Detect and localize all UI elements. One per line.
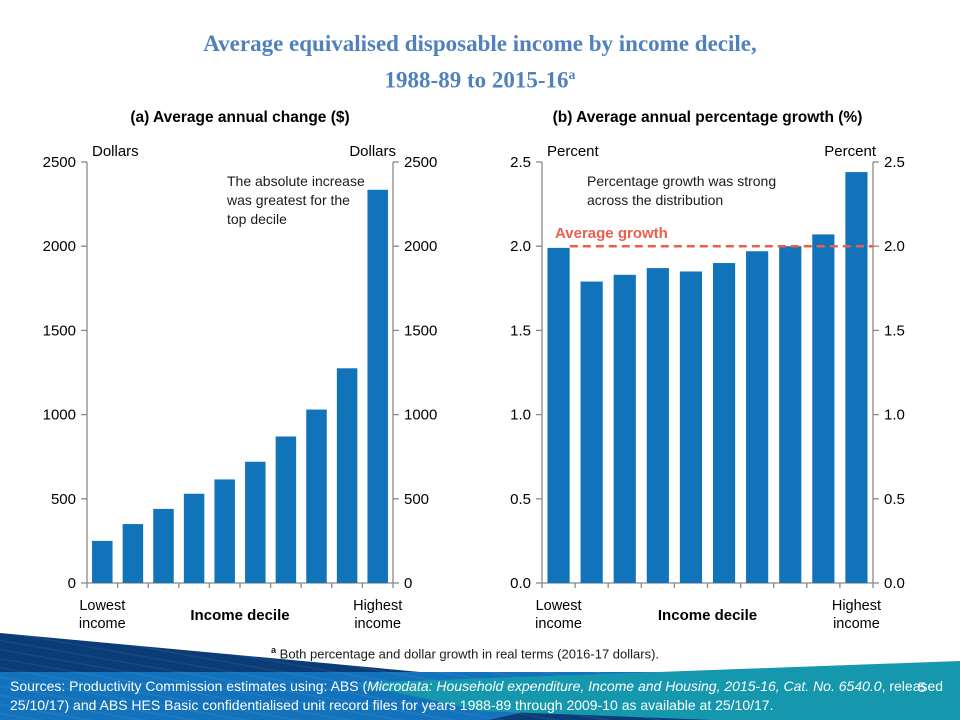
page-title-line-2-text: 1988-89 to 2015-16: [384, 67, 569, 93]
y-tick-label-right: 1.5: [884, 322, 905, 339]
y-tick-label-left: 2000: [43, 238, 76, 255]
bar-decile-4: [646, 268, 669, 583]
x-label-lowest-income: Lowest: [79, 598, 125, 614]
chart-annotation: was greatest for the: [226, 192, 350, 208]
page-number: 5: [918, 679, 926, 695]
sources-suffix: , released 25/10/17) and ABS HES Basic c…: [10, 678, 944, 713]
y-tick-label-right: 0.0: [884, 575, 905, 592]
y-tick-label-left: 1000: [43, 407, 76, 424]
y-tick-label-left: 2.5: [510, 154, 531, 171]
x-label-highest-income: income: [833, 616, 880, 632]
y-tick-label-left: 2500: [43, 154, 76, 171]
bar-decile-8: [306, 409, 327, 583]
x-label-highest-income: Highest: [832, 598, 881, 614]
y-tick-label-left: 1.0: [510, 407, 531, 424]
chart-average-percentage-growth: (b) Average annual percentage growth (%)…: [510, 109, 905, 632]
y-tick-label-right: 0: [404, 575, 412, 592]
chart-annotation: across the distribution: [587, 192, 723, 208]
bar-decile-2: [122, 524, 144, 583]
chart-annotation: top decile: [227, 211, 287, 227]
y-tick-label-left: 2.0: [510, 238, 531, 255]
bar-decile-5: [214, 479, 235, 583]
bar-decile-9: [812, 234, 835, 584]
bar-decile-6: [245, 461, 266, 583]
chart-average-annual-change: (a) Average annual change ($)Dollars Doll…: [43, 109, 438, 632]
y-tick-label-right: 1.0: [884, 407, 905, 424]
y-tick-label-right: 2000: [404, 238, 437, 255]
footnote-text: Both percentage and dollar growth in rea…: [279, 646, 660, 662]
footnote: a Both percentage and dollar growth in r…: [0, 645, 930, 661]
y-tick-label-right: 2.0: [884, 238, 905, 255]
bar-decile-6: [712, 263, 736, 583]
y-tick-label-right: 1500: [404, 322, 437, 339]
x-label-income-decile: Income decile: [658, 607, 757, 624]
bar-decile-1: [547, 247, 570, 583]
unit-label-right: Dollars: [349, 143, 396, 160]
footer-decoration: [0, 633, 960, 720]
x-label-lowest-income: income: [79, 616, 126, 632]
bar-decile-8: [779, 246, 802, 583]
bar-decile-10: [367, 189, 388, 583]
title-footnote-marker: a: [568, 67, 576, 82]
x-label-highest-income: income: [354, 616, 401, 632]
y-tick-label-left: 1500: [43, 322, 76, 339]
sources-italic: Microdata: Household expenditure, Income…: [367, 678, 882, 694]
page-title-line-1: Average equivalised disposable income by…: [203, 31, 757, 56]
unit-label-right: Percent: [824, 143, 877, 160]
y-tick-label-right: 1000: [404, 407, 437, 424]
unit-label-left: Percent: [547, 143, 600, 160]
y-tick-label-right: 500: [404, 491, 429, 508]
y-tick-label-right: 2.5: [884, 154, 905, 171]
x-label-highest-income: Highest: [353, 598, 402, 614]
bar-decile-10: [845, 172, 868, 583]
bar-decile-9: [336, 368, 358, 583]
y-tick-label-left: 0.0: [510, 575, 531, 592]
y-tick-label-right: 2500: [404, 154, 437, 171]
chart-annotation: Percentage growth was strong: [587, 173, 776, 189]
sources-prefix: Sources: Productivity Commission estimat…: [10, 678, 368, 694]
x-label-lowest-income: Lowest: [536, 598, 582, 614]
average-growth-label: Average growth: [555, 225, 668, 242]
footer-teal-wedge: [355, 661, 960, 720]
bar-decile-4: [183, 493, 205, 583]
chart-title: (b) Average annual percentage growth (%): [553, 109, 863, 126]
x-label-income-decile: Income decile: [190, 607, 289, 624]
bar-decile-5: [679, 271, 703, 583]
x-label-lowest-income: income: [535, 616, 582, 632]
page-title-line-2: 1988-89 to 2015-16a: [0, 59, 960, 96]
bar-decile-7: [275, 436, 297, 583]
chart-title: (a) Average annual change ($): [130, 109, 349, 126]
unit-label-left: Dollars: [92, 143, 139, 160]
chart-annotation: The absolute increase: [227, 173, 365, 189]
sources-text: Sources: Productivity Commission estimat…: [10, 677, 955, 714]
bar-decile-3: [153, 508, 174, 583]
bar-decile-2: [580, 281, 603, 583]
bar-decile-3: [613, 274, 636, 583]
bar-decile-7: [746, 251, 769, 583]
y-tick-label-left: 500: [51, 491, 76, 508]
page-title: Average equivalised disposable income by…: [0, 28, 960, 96]
y-tick-label-right: 0.5: [884, 491, 905, 508]
y-tick-label-left: 0.5: [510, 491, 531, 508]
footnote-marker: a: [270, 645, 277, 655]
y-tick-label-left: 1.5: [510, 322, 531, 339]
y-tick-label-left: 0: [68, 575, 76, 592]
bar-decile-1: [92, 540, 113, 583]
